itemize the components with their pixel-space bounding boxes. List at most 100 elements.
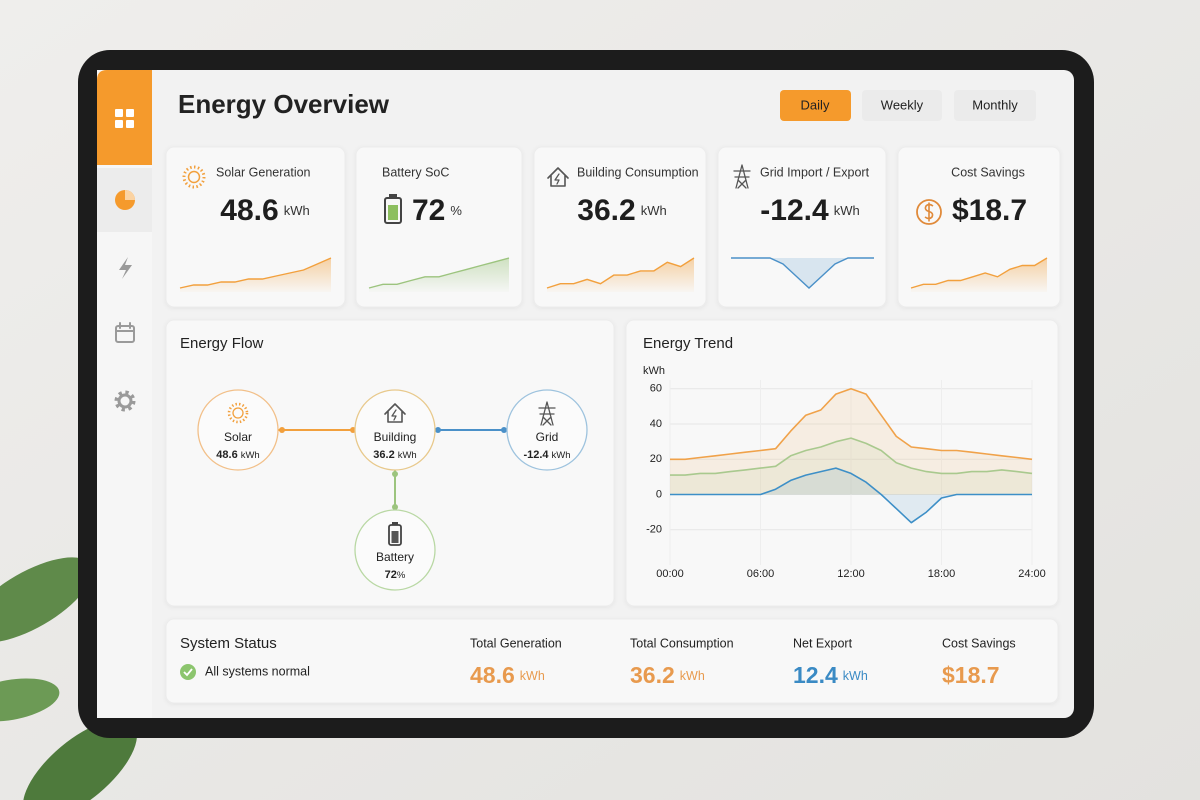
connector-dot [392, 504, 398, 510]
sun-icon [182, 165, 206, 189]
value: 36.2 [373, 449, 394, 461]
card-title: Solar Generation [216, 165, 311, 179]
sidebar-settings[interactable] [114, 390, 136, 412]
node-value: -12.4 kWh [523, 449, 570, 461]
connector-dot [279, 427, 285, 433]
tab[interactable] [862, 90, 942, 121]
card [717, 146, 887, 308]
sidebar-home[interactable] [97, 70, 152, 165]
node-label: Building [374, 430, 417, 444]
connector-dot [435, 427, 441, 433]
tab-label[interactable]: Weekly [881, 97, 924, 112]
unit: kWh [284, 203, 310, 218]
metric-value: 36.2 kWh [630, 662, 705, 688]
house-icon [384, 403, 406, 423]
y-axis-label: kWh [643, 365, 665, 377]
tab[interactable] [954, 90, 1036, 121]
connector-dot [392, 471, 398, 477]
metric-label: Net Export [793, 636, 853, 650]
sparkline-area [369, 258, 509, 292]
sparkline [546, 257, 695, 289]
battery-icon [388, 522, 402, 546]
panel-title: Energy Flow [180, 335, 264, 352]
page-title: Energy Overview [178, 89, 390, 119]
tab-label[interactable]: Daily [801, 97, 830, 112]
metric-value: 12.4 kWh [793, 662, 868, 688]
card-title: Cost Savings [951, 165, 1025, 179]
x-tick-label: 12:00 [837, 568, 865, 580]
y-tick-label: 40 [650, 418, 662, 430]
metric-label: Total Consumption [630, 636, 734, 650]
metric-value: 48.6 kWh [470, 662, 545, 688]
unit: % [397, 570, 406, 581]
unit: kWh [398, 450, 417, 461]
sparkline [179, 257, 332, 289]
series-area [670, 438, 1032, 495]
metric-value: $18.7 [942, 662, 1000, 688]
x-tick-label: 24:00 [1018, 568, 1046, 580]
unit: kWh [552, 450, 571, 461]
value: $18.7 [952, 194, 1027, 227]
unit: kWh [834, 203, 860, 218]
value: -12.4 [760, 194, 829, 227]
sparkline-area [731, 258, 874, 288]
value: 48.6 [470, 662, 515, 688]
node [506, 389, 588, 471]
panel-title: Energy Trend [643, 335, 733, 352]
series-area [670, 468, 1032, 523]
status-panel [165, 618, 1059, 704]
y-tick-label: 0 [656, 488, 662, 500]
node-label: Grid [536, 430, 559, 444]
tab[interactable] [780, 90, 851, 121]
x-tick-label: 18:00 [928, 568, 956, 580]
value: 48.6 [220, 194, 278, 227]
x-tick-label: 06:00 [747, 568, 775, 580]
card-value: $18.7 [952, 194, 1027, 227]
card [165, 146, 346, 308]
house-icon [547, 167, 569, 187]
card-title: Building Consumption [577, 165, 699, 179]
sidebar-calendar[interactable] [115, 322, 135, 343]
value: 72 [412, 194, 445, 227]
node [197, 389, 279, 471]
card-value: 36.2 kWh [577, 194, 666, 227]
status-text: All systems normal [205, 664, 310, 678]
battery-icon [384, 194, 402, 224]
sparkline-area [547, 258, 694, 292]
pie-icon [115, 190, 135, 210]
card-title: Grid Import / Export [760, 165, 870, 179]
panel-title: System Status [180, 635, 277, 652]
sparkline [368, 257, 510, 289]
dollar-icon [916, 199, 942, 225]
value: 36.2 [630, 662, 675, 688]
unit: kWh [680, 669, 705, 683]
series-line [670, 467, 1032, 524]
unit: % [450, 203, 462, 218]
metric-label: Cost Savings [942, 636, 1016, 650]
node [354, 389, 436, 471]
check-icon [180, 664, 196, 680]
sparkline-area [180, 258, 331, 292]
unit: kWh [641, 203, 667, 218]
pylon-icon [733, 164, 751, 189]
value: 12.4 [793, 662, 838, 688]
value: 36.2 [577, 194, 635, 227]
value: -12.4 [523, 449, 549, 461]
plant [0, 557, 137, 800]
tab-label[interactable]: Monthly [972, 97, 1018, 112]
connector-dot [501, 427, 507, 433]
sidebar-energy[interactable] [119, 257, 132, 279]
node-label: Solar [224, 430, 252, 444]
value: 48.6 [216, 449, 237, 461]
sparkline [910, 257, 1048, 289]
node-value: 72% [385, 569, 406, 581]
y-tick-label: 20 [650, 453, 662, 465]
card-value: 48.6 kWh [220, 194, 309, 227]
value: 72 [385, 569, 397, 581]
trend-chart: -20 0 20 40 60 00:00 06:00 12:00 18:00 24:00 [646, 380, 1046, 580]
flow-diagram: Solar 48.6 kWh Building 36.2 kWh Grid -12.… [197, 389, 588, 591]
node-label: Battery [376, 550, 414, 564]
unit: kWh [843, 669, 868, 683]
series-line [670, 388, 1033, 461]
card-value: 72% [412, 194, 462, 227]
